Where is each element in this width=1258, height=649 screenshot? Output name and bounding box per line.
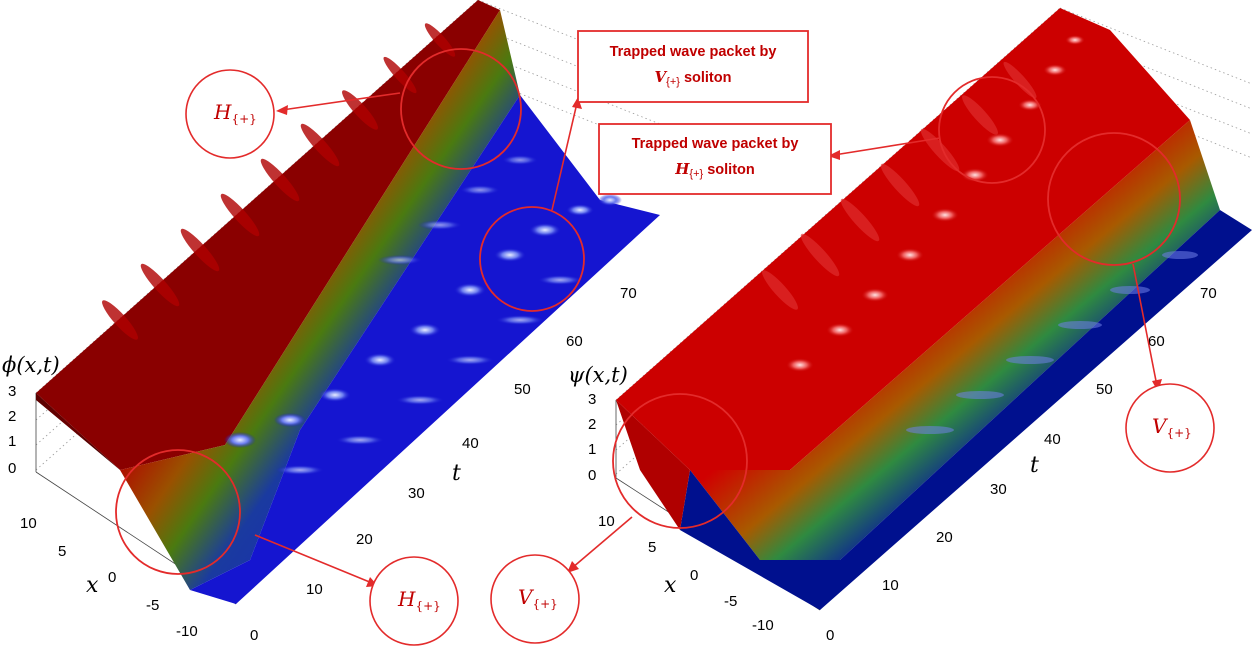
connector-right-top: [1132, 263, 1158, 387]
right-t-ticks: 0 10 20 30 40 50 60 70: [826, 285, 1217, 644]
left-x-label: x: [86, 573, 99, 598]
left-z-tick: 3: [8, 383, 16, 400]
left-t-tick: 40: [462, 435, 479, 452]
annotations: Trapped wave packet by V{+} soliton Trap…: [115, 30, 1215, 646]
label-circle-right-bottom: V{+}: [490, 554, 580, 644]
right-t-tick: 10: [882, 577, 899, 594]
left-blue-region: [190, 95, 660, 604]
right-x-tick: -5: [724, 593, 737, 610]
right-plateau: [616, 8, 1190, 470]
right-t-tick: 50: [1096, 381, 1113, 398]
callout-box-h-soliton: Trapped wave packet by H{+} soliton: [598, 123, 832, 195]
connector-right-packet: [833, 137, 941, 156]
callout-box-v-soliton: Trapped wave packet by V{+} soliton: [577, 30, 809, 103]
left-t-tick: 20: [356, 531, 373, 548]
right-packet-ring: [938, 76, 1046, 184]
right-panel: ψ(x,t) 3 2 1 0 10 5 0 -5 -10 x 0 10 20 3…: [568, 7, 1253, 644]
left-t-tick: 10: [306, 581, 323, 598]
callout-h-line2: H{+} soliton: [674, 160, 755, 180]
callout-v-line1: Trapped wave packet by: [610, 44, 777, 60]
arrowhead: [828, 150, 840, 160]
right-z-tick: 2: [588, 416, 596, 433]
right-z-label: ψ(x,t): [568, 363, 628, 387]
left-top-kink-ring: [400, 48, 522, 170]
left-z-tick: 0: [8, 460, 16, 477]
right-kink-band: [690, 120, 1220, 560]
label-circle-left-top: H{+}: [185, 69, 275, 159]
right-z-tick: 0: [588, 467, 596, 484]
left-t-ticks: 0 10 20 30 40 50 60 70: [250, 285, 637, 644]
right-x-tick: -10: [752, 617, 774, 634]
right-blue-region: [680, 210, 1252, 610]
callout-h-line1: Trapped wave packet by: [632, 136, 799, 152]
label-left-top: H{+}: [213, 100, 257, 126]
connector-left-bottom: [254, 534, 373, 584]
right-x-ticks: 10 5 0 -5 -10: [598, 513, 774, 634]
left-wave-packet: [224, 155, 622, 475]
right-wave-packet: [786, 35, 1085, 372]
label-circle-right-side: V{+}: [1125, 383, 1215, 473]
right-bottom-kink-ring: [612, 393, 748, 529]
left-front-face: [36, 393, 225, 470]
left-z-label: ϕ(x,t): [2, 353, 60, 377]
callout-v-line2: V{+} soliton: [655, 68, 732, 88]
left-ridges: [102, 23, 456, 340]
left-plateau: [36, 0, 500, 470]
left-x-tick: -10: [176, 623, 198, 640]
right-z-ticks: 3 2 1 0: [588, 391, 596, 484]
right-front-face: [616, 400, 690, 530]
label-right-bottom: V{+}: [518, 585, 558, 611]
left-x-tick: -5: [146, 597, 159, 614]
label-right-side: V{+}: [1152, 414, 1192, 440]
callout-v-symbol: V: [655, 68, 668, 86]
callout-h-suffix: soliton: [703, 162, 755, 178]
left-x-tick: 10: [20, 515, 37, 532]
left-kink-band: [120, 10, 520, 590]
right-t-tick: 40: [1044, 431, 1061, 448]
right-t-label: t: [1030, 453, 1039, 478]
right-x-tick: 10: [598, 513, 615, 530]
callout-v-subscript: {+}: [666, 76, 680, 88]
left-t-tick: 30: [408, 485, 425, 502]
callout-v-suffix: soliton: [680, 70, 732, 86]
left-z-tick: 2: [8, 408, 16, 425]
arrowhead: [276, 105, 288, 115]
callout-h-subscript: {+}: [689, 168, 703, 180]
right-blue-ripples: [906, 251, 1198, 434]
right-x-tick: 5: [648, 539, 656, 556]
left-x-tick: 5: [58, 543, 66, 560]
left-packet-ring: [479, 206, 585, 312]
right-top-kink-ring: [1047, 132, 1181, 266]
left-t-label: t: [452, 461, 461, 486]
right-z-tick: 3: [588, 391, 596, 408]
label-left-bottom: H{+}: [397, 587, 441, 613]
left-x-ticks: 10 5 0 -5 -10: [20, 515, 198, 640]
right-t-tick: 30: [990, 481, 1007, 498]
left-z-tick: 1: [8, 433, 16, 450]
left-bottom-kink-ring: [115, 449, 241, 575]
left-t-tick: 60: [566, 333, 583, 350]
right-t-tick: 20: [936, 529, 953, 546]
left-t-tick: 0: [250, 627, 258, 644]
left-z-ticks: 3 2 1 0: [8, 383, 16, 477]
connector-right-bottom: [571, 516, 633, 569]
right-t-tick: 70: [1200, 285, 1217, 302]
left-t-tick: 50: [514, 381, 531, 398]
label-circle-left-bottom: H{+}: [369, 556, 459, 646]
left-panel: ϕ(x,t) 3 2 1 0 10 5 0 -5 -10 x 0 10 20 3…: [2, 0, 661, 644]
callout-h-symbol: H: [674, 160, 690, 178]
left-t-tick: 70: [620, 285, 637, 302]
left-x-tick: 0: [108, 569, 116, 586]
right-z-tick: 1: [588, 441, 596, 458]
arrowhead: [567, 561, 579, 573]
connector-left-packet: [551, 102, 578, 211]
right-x-tick: 0: [690, 567, 698, 584]
arrowhead: [572, 97, 582, 109]
right-t-tick: 60: [1148, 333, 1165, 350]
right-t-tick: 0: [826, 627, 834, 644]
right-x-label: x: [664, 573, 677, 598]
connector-left-top: [281, 92, 401, 111]
